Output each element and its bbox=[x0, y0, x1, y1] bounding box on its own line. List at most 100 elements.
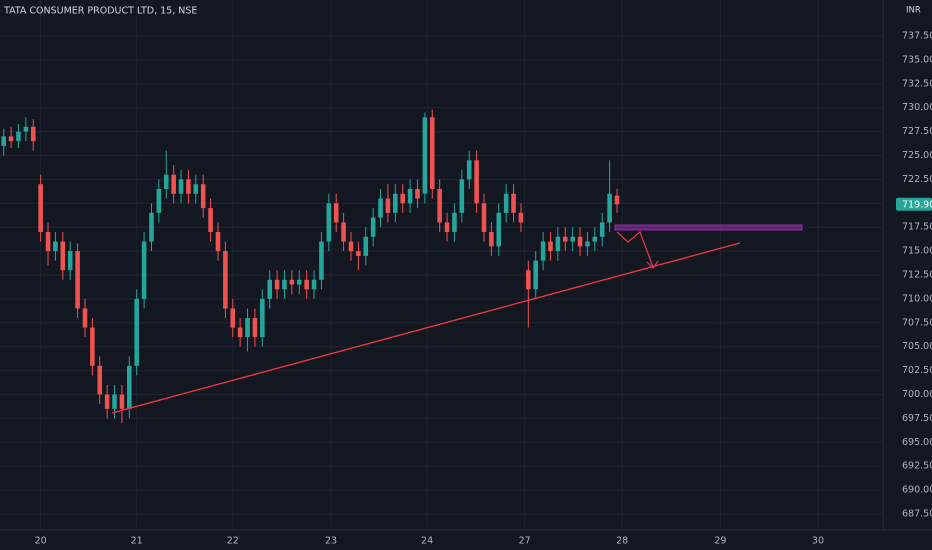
candle-body bbox=[319, 241, 324, 280]
candle-body bbox=[348, 241, 354, 252]
candle-body bbox=[526, 270, 531, 290]
x-tick-label: 21 bbox=[131, 536, 143, 547]
candle-body bbox=[200, 184, 206, 209]
candle-body bbox=[97, 365, 103, 395]
candle-body bbox=[489, 231, 494, 247]
candle-body bbox=[592, 236, 598, 242]
candle-body bbox=[452, 212, 457, 232]
x-tick-label: 24 bbox=[421, 536, 433, 547]
candle-body bbox=[385, 198, 391, 213]
y-tick-label: 687.50 bbox=[902, 508, 932, 519]
candle-body bbox=[67, 251, 73, 271]
candle-body bbox=[474, 160, 479, 204]
candle-body bbox=[548, 241, 553, 252]
candle-body bbox=[215, 231, 221, 252]
candle-body bbox=[75, 251, 80, 309]
candle-body bbox=[407, 188, 413, 204]
candle-body bbox=[614, 195, 620, 205]
candle-body bbox=[245, 318, 250, 338]
candle-body bbox=[112, 394, 117, 409]
trend-line bbox=[111, 242, 741, 414]
candle-body bbox=[90, 327, 95, 366]
candle-body bbox=[230, 308, 236, 328]
y-tick-label: 722.50 bbox=[902, 174, 932, 185]
candle-body bbox=[356, 251, 361, 256]
candle-body bbox=[577, 236, 583, 247]
candle-body bbox=[533, 260, 539, 290]
candle-body bbox=[415, 188, 420, 199]
candle-body bbox=[341, 222, 346, 242]
y-tick-label: 715.00 bbox=[902, 246, 932, 257]
x-tick-label: 23 bbox=[325, 536, 337, 547]
candle-body bbox=[186, 179, 191, 194]
candle-body bbox=[163, 174, 169, 189]
candle-body bbox=[311, 279, 317, 290]
x-tick-label: 22 bbox=[227, 536, 239, 547]
candle-body bbox=[82, 308, 88, 328]
candle-body bbox=[585, 241, 590, 247]
candle-body bbox=[437, 188, 442, 223]
grid bbox=[0, 0, 883, 530]
candle-body bbox=[260, 298, 265, 338]
x-tick-label: 28 bbox=[616, 536, 628, 547]
candle-body bbox=[481, 203, 487, 232]
candle-body bbox=[370, 217, 376, 237]
candle-body bbox=[8, 136, 14, 142]
candle-body bbox=[104, 394, 110, 409]
candle-body bbox=[555, 236, 561, 252]
y-tick-label: 732.50 bbox=[902, 78, 932, 89]
candle-body bbox=[141, 241, 147, 299]
zone-rectangle bbox=[614, 224, 803, 231]
candle-body bbox=[171, 174, 176, 194]
candle-body bbox=[289, 279, 295, 285]
y-tick-label: 697.50 bbox=[902, 413, 932, 424]
candle-body bbox=[178, 179, 184, 194]
candle-body bbox=[503, 193, 509, 213]
y-tick-label: 712.50 bbox=[902, 270, 932, 281]
candle-body bbox=[30, 126, 36, 142]
candle-body bbox=[459, 179, 465, 213]
candle-body bbox=[363, 236, 369, 256]
x-tick-label: 30 bbox=[812, 536, 824, 547]
candle-body bbox=[444, 222, 450, 232]
candle-body bbox=[127, 365, 132, 409]
candles bbox=[1, 109, 620, 424]
y-tick-label: 695.00 bbox=[902, 437, 932, 448]
y-tick-label: 710.00 bbox=[902, 293, 932, 304]
x-tick-label: 27 bbox=[519, 536, 531, 547]
candle-body bbox=[466, 160, 472, 180]
candle-body bbox=[570, 236, 575, 242]
candle-body bbox=[134, 298, 139, 366]
candle-body bbox=[45, 231, 51, 252]
candle-body bbox=[237, 327, 243, 338]
candle-body bbox=[326, 203, 332, 242]
x-tick-label: 29 bbox=[714, 536, 726, 547]
candle-body bbox=[23, 126, 29, 132]
y-tick-label: 692.50 bbox=[902, 461, 932, 472]
candle-body bbox=[282, 279, 287, 290]
y-tick-label: 702.50 bbox=[902, 365, 932, 376]
y-tick-label: 707.50 bbox=[902, 317, 932, 328]
candle-body bbox=[562, 236, 568, 242]
candle-body bbox=[223, 251, 228, 309]
axes: 687.50 690.00 692.50 695.00 697.50 700.00 702.… bbox=[35, 31, 932, 547]
candle-body bbox=[193, 184, 199, 194]
candle-body bbox=[267, 279, 272, 299]
candle-body bbox=[274, 279, 280, 290]
y-tick-label: 730.00 bbox=[902, 102, 932, 113]
projection-arrow bbox=[616, 230, 654, 268]
last-price-badge bbox=[896, 197, 932, 211]
candle-body bbox=[156, 188, 162, 213]
y-tick-label: 737.50 bbox=[902, 31, 932, 42]
candle-body bbox=[429, 117, 435, 189]
candle-body bbox=[208, 208, 213, 232]
candle-body bbox=[599, 222, 605, 237]
candle-body bbox=[378, 198, 383, 218]
candle-body bbox=[16, 131, 21, 142]
candle-body bbox=[149, 212, 154, 242]
candle-body bbox=[496, 212, 502, 247]
y-tick-label: 705.00 bbox=[902, 341, 932, 352]
candle-body bbox=[422, 117, 428, 194]
x-tick-label: 20 bbox=[35, 536, 47, 547]
